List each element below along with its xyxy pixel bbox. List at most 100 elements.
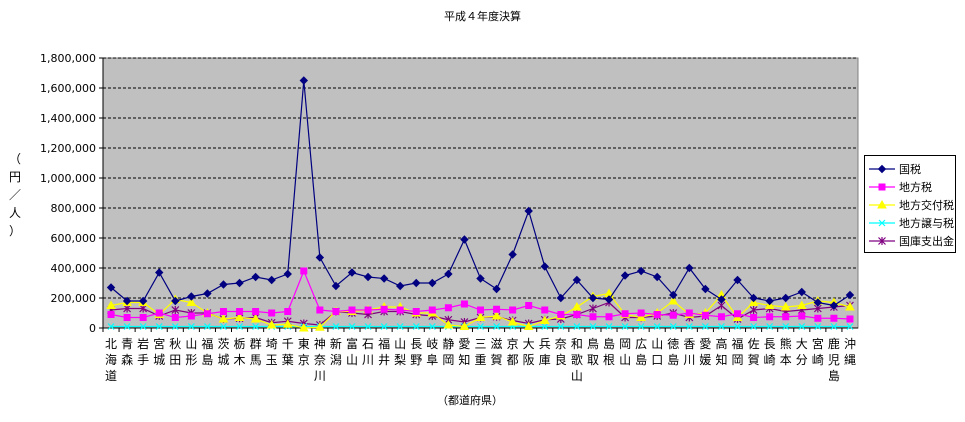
- data-point-1: [620, 271, 630, 280]
- legend-item: 地方交付税: [869, 196, 955, 214]
- x-tick-label: 北海道: [105, 337, 117, 383]
- data-point-4: [830, 323, 838, 330]
- data-point-4: [252, 323, 260, 330]
- data-point-4: [701, 323, 709, 330]
- data-point-1: [379, 274, 389, 283]
- data-point-3: [780, 301, 791, 311]
- x-tick-label: 福岡: [732, 336, 744, 367]
- data-point-3: [523, 321, 534, 330]
- y-axis-label: （ 円 ／ 人 ）: [8, 150, 22, 240]
- x-tick-label: 愛媛: [699, 337, 711, 367]
- data-point-1: [813, 298, 823, 307]
- data-point-2: [846, 315, 854, 323]
- data-point-3: [459, 321, 470, 330]
- data-point-1: [347, 268, 357, 277]
- x-tick-label: 秋田: [169, 337, 181, 367]
- x-tick-label: 香川: [683, 337, 695, 367]
- data-point-1: [428, 278, 437, 288]
- data-point-2: [187, 312, 195, 320]
- y-tick-label: 400,000: [51, 262, 97, 275]
- legend-item: 地方譲与税: [869, 214, 955, 232]
- data-point-1: [122, 296, 132, 306]
- data-point-4: [798, 323, 806, 330]
- x-tick-label: 新潟: [330, 336, 342, 367]
- data-point-3: [218, 313, 229, 323]
- plot-area: [102, 57, 859, 329]
- data-point-1: [749, 293, 758, 303]
- data-point-1: [267, 275, 276, 285]
- data-point-2: [428, 306, 436, 314]
- legend-swatch: [869, 199, 895, 209]
- legend-label: 国庫支出金: [899, 235, 954, 248]
- data-point-4: [734, 323, 741, 330]
- data-point-1: [845, 290, 855, 300]
- data-point-2: [107, 311, 115, 318]
- data-point-3: [572, 301, 582, 311]
- data-point-4: [782, 323, 790, 330]
- data-point-4: [380, 323, 388, 330]
- data-point-3: [234, 312, 245, 321]
- legend: 国税 地方税 地方交付税 地方譲与税 国庫支出金: [864, 155, 956, 253]
- data-point-4: [171, 323, 179, 330]
- data-point-2: [300, 267, 308, 275]
- x-tick-label: 佐賀: [748, 337, 760, 367]
- data-point-2: [412, 308, 420, 315]
- data-point-2: [557, 311, 565, 318]
- x-tick-label: 千葉: [282, 337, 294, 367]
- x-tick-label: 滋賀: [491, 337, 503, 367]
- data-point-2: [701, 311, 709, 319]
- data-point-3: [796, 300, 807, 309]
- data-point-2: [316, 306, 324, 314]
- data-point-1: [235, 278, 244, 288]
- y-axis-label-char: 円: [8, 170, 21, 184]
- data-point-2: [460, 300, 468, 308]
- data-point-1: [138, 296, 148, 306]
- data-point-1: [797, 287, 806, 297]
- data-point-3: [845, 301, 855, 311]
- x-tick-label: 岐阜: [426, 337, 438, 367]
- x-tick-label: 高知: [715, 336, 727, 367]
- data-point-4: [364, 323, 372, 330]
- legend-label: 地方交付税: [899, 199, 954, 212]
- data-point: [878, 237, 886, 245]
- x-tick-label: 東京: [298, 337, 310, 367]
- y-tick-label: 600,000: [51, 232, 97, 245]
- y-tick-label: 200,000: [51, 292, 97, 305]
- data-point-4: [541, 323, 549, 330]
- data-point-3: [475, 312, 486, 321]
- data-point-2: [605, 313, 613, 321]
- y-tick-label: 1,600,000: [40, 82, 96, 95]
- data-point-1: [299, 76, 309, 85]
- x-tick-label: 山形: [185, 337, 197, 367]
- data-point-1: [540, 262, 549, 271]
- data-point-2: [364, 306, 372, 314]
- data-point-4: [332, 323, 340, 330]
- x-tick-label: 山口: [651, 337, 663, 367]
- data-point-2: [685, 309, 693, 317]
- data-point-4: [396, 323, 404, 330]
- data-point-3: [106, 300, 116, 309]
- data-point-4: [236, 323, 243, 330]
- data-point-5: [171, 306, 180, 314]
- legend-swatch: [869, 237, 895, 245]
- data-point-2: [493, 305, 501, 313]
- y-axis-label-char: ／: [8, 188, 21, 202]
- data-point-3: [298, 322, 309, 332]
- x-tick-label: 沖縄: [844, 337, 856, 367]
- data-point-1: [556, 293, 566, 303]
- data-point-2: [750, 314, 758, 321]
- data-point-1: [219, 280, 228, 289]
- data-point-4: [637, 323, 645, 330]
- data-point-3: [186, 297, 197, 306]
- data-point-4: [653, 323, 661, 330]
- data-point-4: [669, 323, 677, 330]
- data-point-4: [139, 323, 147, 330]
- y-tick-label: 1,000,000: [40, 172, 96, 185]
- data-point-4: [718, 323, 725, 330]
- data-point-4: [203, 323, 211, 330]
- data-point-1: [155, 268, 164, 277]
- x-tick-label: 大阪: [523, 337, 535, 367]
- data-point-1: [283, 269, 292, 279]
- x-tick-label: 京都: [507, 337, 519, 367]
